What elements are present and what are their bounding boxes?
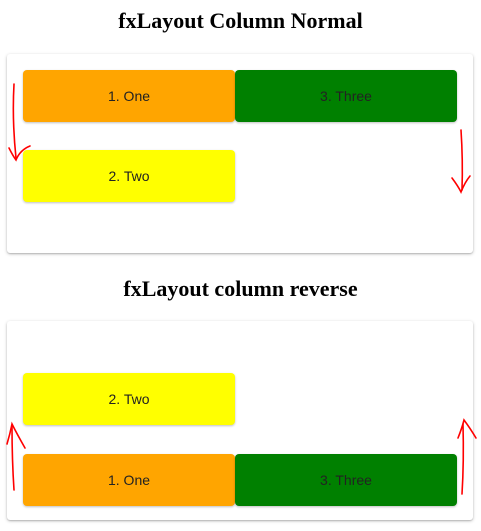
section-title-column-normal: fxLayout Column Normal [118, 8, 363, 33]
section-title-column-reverse: fxLayout column reverse [123, 276, 358, 301]
card-column-normal: 1. One 3. Three 2. Two [7, 54, 473, 253]
box-two: 2. Two [23, 150, 235, 202]
box-label: 3. Three [320, 88, 372, 104]
box-one: 1. One [23, 454, 235, 506]
box-one: 1. One [23, 70, 235, 122]
box-label: 1. One [107, 88, 151, 104]
box-label: 1. One [107, 472, 151, 488]
box-label: 2. Two [108, 391, 150, 407]
box-label: 3. Three [320, 472, 372, 488]
card-column-reverse: 2. Two 1. One 3. Three [7, 321, 473, 520]
box-three: 3. Three [235, 70, 457, 122]
box-two: 2. Two [23, 373, 235, 425]
box-three: 3. Three [235, 454, 457, 506]
box-label: 2. Two [108, 168, 150, 184]
